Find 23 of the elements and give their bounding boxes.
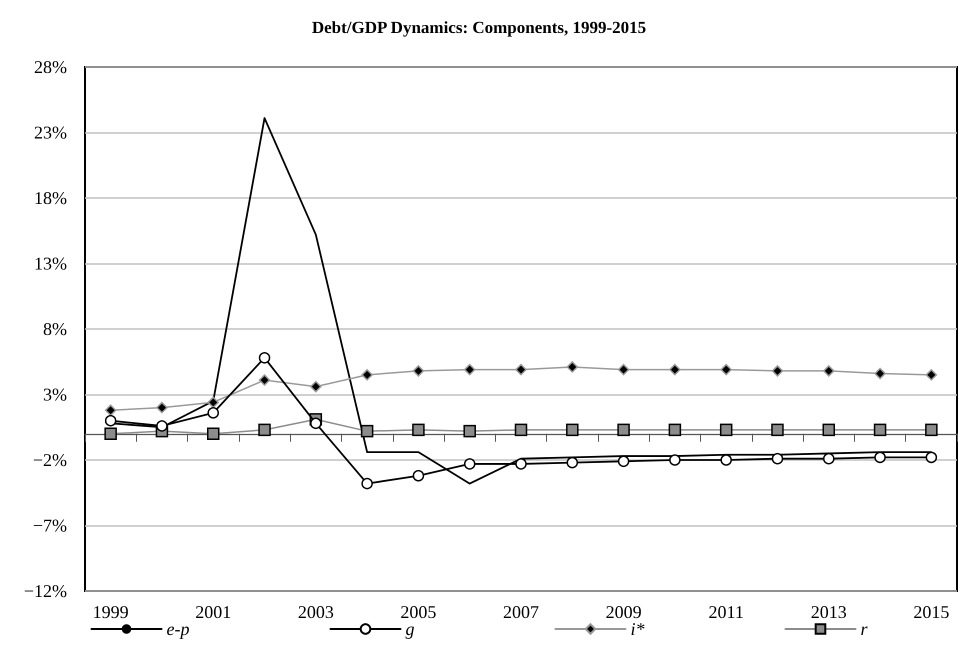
x-tick-label: 2009 [606, 602, 642, 622]
legend-label: g [405, 619, 414, 639]
y-tick-label: 18% [34, 188, 67, 208]
legend-label: i* [630, 619, 645, 639]
x-tick-label: 2013 [810, 602, 847, 622]
x-tick-label: 2007 [503, 602, 539, 622]
x-tick-label: 1999 [92, 602, 129, 622]
x-tick-label: 2005 [400, 602, 436, 622]
y-tick-label: 28% [34, 57, 67, 77]
y-tick-label: 8% [43, 319, 67, 339]
chart-title: Debt/GDP Dynamics: Components, 1999-2015 [312, 18, 646, 37]
y-tick-label: −2% [32, 450, 67, 470]
x-tick-label: 2011 [708, 602, 744, 622]
y-tick-label: 3% [43, 384, 67, 404]
x-tick-label: 2001 [195, 602, 232, 622]
x-tick-label: 2015 [913, 602, 950, 622]
y-tick-label: 23% [34, 122, 67, 142]
y-tick-label: −7% [32, 516, 67, 536]
x-tick-label: 2003 [298, 602, 334, 622]
y-tick-label: −12% [24, 581, 67, 601]
y-tick-label: 13% [34, 254, 67, 274]
legend-label: r [860, 619, 868, 639]
legend-label: e-p [166, 619, 190, 639]
